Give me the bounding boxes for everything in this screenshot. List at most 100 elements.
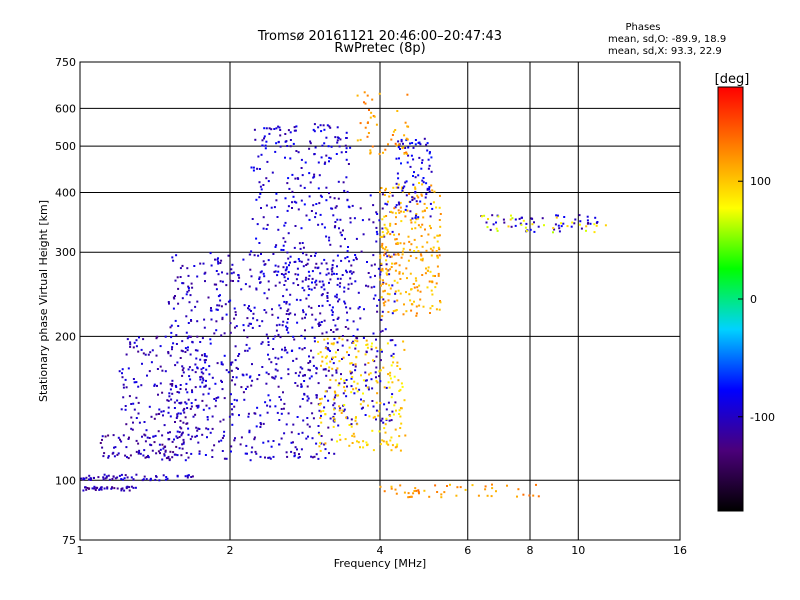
data-point [343, 290, 346, 293]
data-point [181, 264, 184, 267]
data-point [173, 453, 176, 456]
data-point [405, 205, 408, 208]
data-point [205, 355, 208, 358]
data-point [338, 360, 341, 363]
data-point [179, 419, 182, 422]
data-point [314, 266, 317, 269]
data-point [377, 414, 380, 417]
data-point [402, 340, 405, 343]
data-point [182, 371, 185, 374]
data-point [385, 272, 388, 275]
data-point [378, 430, 381, 433]
data-point [168, 392, 171, 395]
data-point [324, 347, 327, 350]
data-point [324, 368, 327, 371]
data-point [412, 492, 415, 495]
data-point [244, 283, 247, 286]
data-point [233, 398, 236, 401]
data-point [373, 115, 376, 118]
data-point [314, 254, 316, 257]
data-point [107, 474, 110, 477]
data-point [415, 246, 418, 249]
data-point [201, 337, 204, 340]
data-point [287, 318, 289, 320]
data-point [296, 448, 298, 451]
data-point [350, 423, 353, 426]
colorbar-tick-label: 0 [750, 293, 757, 306]
data-point [340, 412, 343, 414]
data-point [171, 384, 174, 387]
data-point [312, 417, 315, 420]
data-point [167, 406, 170, 409]
data-point [531, 223, 534, 226]
data-point [386, 228, 389, 231]
data-point [400, 210, 402, 213]
data-point [288, 187, 291, 190]
data-point [288, 313, 290, 316]
data-point [392, 361, 395, 364]
data-point [102, 455, 105, 458]
data-point [282, 320, 285, 323]
data-point [88, 478, 90, 481]
data-point [229, 299, 232, 302]
data-point [338, 434, 341, 436]
data-point [397, 186, 400, 189]
data-point [531, 217, 534, 220]
data-point [388, 386, 391, 389]
data-point [367, 121, 369, 124]
data-point [404, 147, 407, 149]
data-point [182, 409, 185, 412]
data-point [389, 233, 392, 236]
data-point [397, 209, 400, 212]
data-point [315, 442, 318, 445]
data-point [354, 280, 357, 283]
data-point [284, 346, 286, 349]
data-point [324, 395, 326, 398]
data-point [375, 379, 378, 382]
data-point [290, 431, 293, 434]
data-point [202, 262, 205, 265]
data-point [350, 282, 353, 285]
data-point [305, 437, 308, 440]
data-point [381, 269, 384, 272]
data-point [318, 445, 321, 448]
data-point [407, 154, 410, 157]
data-point [287, 205, 290, 208]
data-point [219, 299, 222, 302]
data-point [317, 187, 320, 190]
data-point [307, 305, 310, 308]
data-point [386, 292, 389, 295]
data-point [323, 406, 326, 409]
data-point [399, 449, 402, 452]
data-point [240, 436, 243, 439]
data-point [413, 250, 416, 252]
data-point [491, 483, 493, 486]
data-point [239, 443, 242, 446]
data-point [423, 489, 426, 492]
data-point [333, 197, 336, 200]
data-point [425, 207, 428, 209]
data-point [393, 279, 396, 282]
data-point [286, 251, 289, 254]
data-point [388, 273, 391, 276]
data-point [220, 363, 223, 366]
data-point [394, 212, 397, 215]
data-point [180, 454, 183, 457]
data-point [389, 374, 392, 377]
data-point [170, 331, 173, 334]
data-point [145, 456, 148, 458]
data-point [252, 317, 255, 320]
data-point [375, 211, 378, 214]
data-point [396, 365, 399, 367]
data-point [384, 226, 387, 229]
data-point [374, 371, 377, 374]
data-point [354, 344, 357, 347]
data-point [234, 359, 237, 362]
data-point [350, 418, 353, 421]
data-point [258, 168, 261, 170]
data-point [177, 287, 180, 290]
data-point [211, 415, 214, 418]
data-point [397, 177, 400, 180]
data-point [381, 267, 384, 270]
data-point [372, 332, 375, 335]
